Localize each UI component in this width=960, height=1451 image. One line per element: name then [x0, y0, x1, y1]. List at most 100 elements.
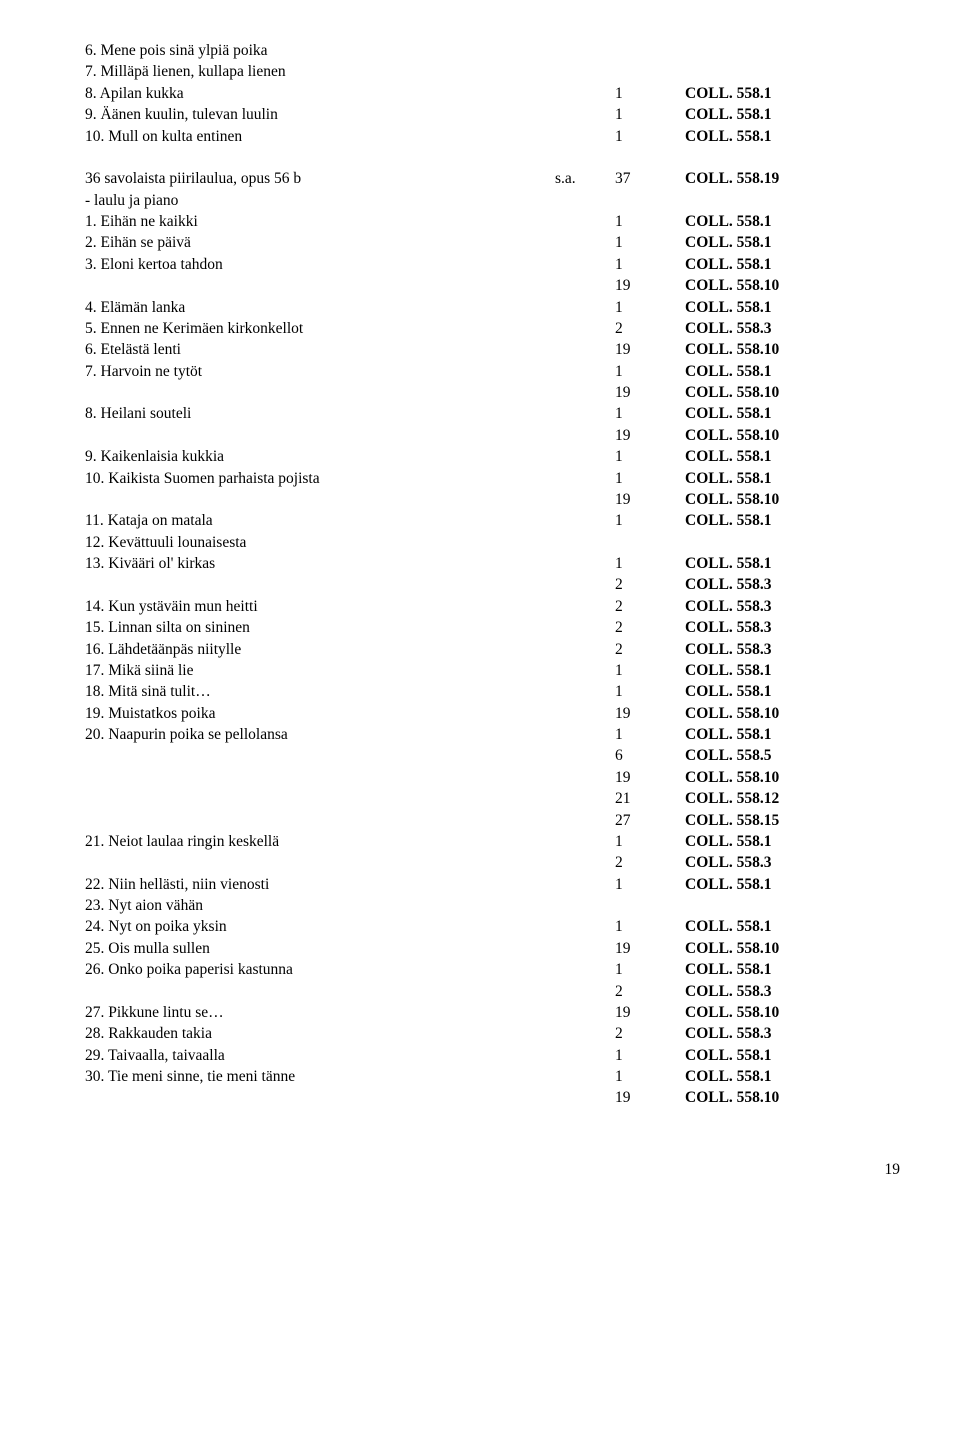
entry-number: 2 — [615, 852, 685, 873]
entry-number: 2 — [615, 639, 685, 660]
entry-collection: COLL. 558.3 — [685, 617, 900, 638]
entry-number: 1 — [615, 1045, 685, 1066]
list-row: 10. Kaikista Suomen parhaista pojista1CO… — [85, 468, 900, 489]
entry-collection: COLL. 558.10 — [685, 489, 900, 510]
entry-collection: COLL. 558.3 — [685, 981, 900, 1002]
entry-collection: COLL. 558.3 — [685, 1023, 900, 1044]
entry-number: 1 — [615, 874, 685, 895]
entry-collection: COLL. 558.1 — [685, 403, 900, 424]
list-row: 19COLL. 558.10 — [85, 767, 900, 788]
entry-collection: COLL. 558.1 — [685, 660, 900, 681]
list-row: 27COLL. 558.15 — [85, 810, 900, 831]
entry-collection: COLL. 558.10 — [685, 275, 900, 296]
entry-collection: COLL. 558.1 — [685, 297, 900, 318]
entry-collection: COLL. 558.10 — [685, 767, 900, 788]
list-row: 5. Ennen ne Kerimäen kirkonkellot2COLL. … — [85, 318, 900, 339]
entry-number: 19 — [615, 1002, 685, 1023]
list-row: 8. Apilan kukka1COLL. 558.1 — [85, 83, 900, 104]
entry-number: 1 — [615, 446, 685, 467]
entry-collection: COLL. 558.1 — [685, 510, 900, 531]
list-row: 25. Ois mulla sullen 19COLL. 558.10 — [85, 938, 900, 959]
entry-number: 1 — [615, 104, 685, 125]
entry-number: 2 — [615, 596, 685, 617]
list-row: 22. Niin hellästi, niin vienosti1COLL. 5… — [85, 874, 900, 895]
entry-title: 6. Mene pois sinä ylpiä poika — [85, 40, 555, 61]
entry-number: 21 — [615, 788, 685, 809]
entry-number: 2 — [615, 617, 685, 638]
entry-collection: COLL. 558.1 — [685, 1066, 900, 1087]
entry-number: 1 — [615, 211, 685, 232]
list-row: 2COLL. 558.3 — [85, 852, 900, 873]
entry-number: 1 — [615, 916, 685, 937]
list-row — [85, 147, 900, 168]
entry-number: 1 — [615, 959, 685, 980]
entry-collection: COLL. 558.10 — [685, 382, 900, 403]
list-row: 11. Kataja on matala1COLL. 558.1 — [85, 510, 900, 531]
entry-number: 1 — [615, 831, 685, 852]
entry-collection: COLL. 558.15 — [685, 810, 900, 831]
entry-collection: COLL. 558.10 — [685, 425, 900, 446]
entry-number: 1 — [615, 232, 685, 253]
entry-title: 10. Kaikista Suomen parhaista pojista — [85, 468, 555, 489]
entry-title: 20. Naapurin poika se pellolansa — [85, 724, 555, 745]
list-row: 6. Mene pois sinä ylpiä poika — [85, 40, 900, 61]
list-row: 7. Harvoin ne tytöt1COLL. 558.1 — [85, 361, 900, 382]
entry-number: 1 — [615, 83, 685, 104]
list-row: 7. Milläpä lienen, kullapa lienen — [85, 61, 900, 82]
entry-title: 9. Kaikenlaisia kukkia — [85, 446, 555, 467]
entry-collection: COLL. 558.1 — [685, 1045, 900, 1066]
list-row: 15. Linnan silta on sininen2COLL. 558.3 — [85, 617, 900, 638]
list-row: 21COLL. 558.12 — [85, 788, 900, 809]
entry-collection: COLL. 558.10 — [685, 339, 900, 360]
entry-collection: COLL. 558.10 — [685, 938, 900, 959]
entry-title: 17. Mikä siinä lie — [85, 660, 555, 681]
entry-title: 22. Niin hellästi, niin vienosti — [85, 874, 555, 895]
entry-abbr: s.a. — [555, 168, 615, 189]
entry-title: 7. Harvoin ne tytöt — [85, 361, 555, 382]
entry-number: 19 — [615, 1087, 685, 1108]
list-row: 8. Heilani souteli1COLL. 558.1 — [85, 403, 900, 424]
entry-collection: COLL. 558.1 — [685, 211, 900, 232]
entry-collection: COLL. 558.1 — [685, 232, 900, 253]
page-number: 19 — [85, 1159, 900, 1180]
entry-title: 6. Etelästä lenti — [85, 339, 555, 360]
entry-collection: COLL. 558.1 — [685, 959, 900, 980]
list-row: 2COLL. 558.3 — [85, 574, 900, 595]
entry-collection: COLL. 558.12 — [685, 788, 900, 809]
entry-title: 23. Nyt aion vähän — [85, 895, 555, 916]
entry-number: 2 — [615, 318, 685, 339]
entry-collection: COLL. 558.1 — [685, 361, 900, 382]
list-row: 19COLL. 558.10 — [85, 275, 900, 296]
entry-number: 1 — [615, 681, 685, 702]
list-row: 14. Kun ystäväin mun heitti 2COLL. 558.3 — [85, 596, 900, 617]
entry-title: 14. Kun ystäväin mun heitti — [85, 596, 555, 617]
entry-title: 16. Lähdetäänpäs niitylle — [85, 639, 555, 660]
entry-title: 21. Neiot laulaa ringin keskellä — [85, 831, 555, 852]
entry-title: 18. Mitä sinä tulit… — [85, 681, 555, 702]
entry-title: 25. Ois mulla sullen — [85, 938, 555, 959]
entry-number: 19 — [615, 938, 685, 959]
entry-collection: COLL. 558.1 — [685, 104, 900, 125]
entry-collection: COLL. 558.3 — [685, 852, 900, 873]
entry-title: 1. Eihän ne kaikki — [85, 211, 555, 232]
list-row: 19COLL. 558.10 — [85, 1087, 900, 1108]
entry-collection: COLL. 558.1 — [685, 83, 900, 104]
list-row: 18. Mitä sinä tulit…1COLL. 558.1 — [85, 681, 900, 702]
entry-collection: COLL. 558.1 — [685, 446, 900, 467]
entry-number: 1 — [615, 297, 685, 318]
entry-title: 19. Muistatkos poika — [85, 703, 555, 724]
entry-title: 12. Kevättuuli lounaisesta — [85, 532, 555, 553]
entry-collection: COLL. 558.3 — [685, 639, 900, 660]
list-row: 16. Lähdetäänpäs niitylle 2COLL. 558.3 — [85, 639, 900, 660]
entry-number: 19 — [615, 767, 685, 788]
entry-collection: COLL. 558.10 — [685, 703, 900, 724]
list-row: 9. Äänen kuulin, tulevan luulin1COLL. 55… — [85, 104, 900, 125]
entry-collection: COLL. 558.3 — [685, 596, 900, 617]
list-row: 13. Kivääri ol' kirkas1COLL. 558.1 — [85, 553, 900, 574]
list-row: 24. Nyt on poika yksin1COLL. 558.1 — [85, 916, 900, 937]
entry-number: 19 — [615, 425, 685, 446]
entry-title: 30. Tie meni sinne, tie meni tänne — [85, 1066, 555, 1087]
entry-title: 8. Heilani souteli — [85, 403, 555, 424]
entry-collection: COLL. 558.1 — [685, 126, 900, 147]
entry-title: 2. Eihän se päivä — [85, 232, 555, 253]
